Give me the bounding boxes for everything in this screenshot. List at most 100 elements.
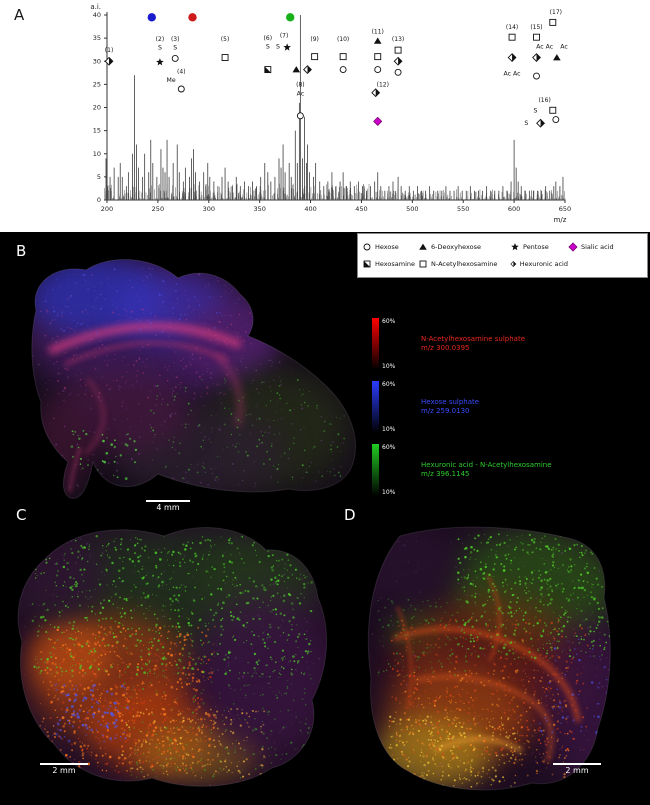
y-tick-label: 30 — [93, 57, 101, 65]
diamond-icon — [510, 260, 517, 267]
legend-item-6-deoxyhexose: 6-Deoxyhexose — [418, 242, 510, 252]
substituent-label: Ac Ac — [536, 43, 554, 50]
legend-label: Hexuronic acid — [519, 259, 568, 268]
colorbar-gradient — [372, 318, 379, 370]
substituent-label: Ac — [297, 91, 305, 98]
colorbar-max-label: 60% — [382, 318, 396, 325]
colorbar-3: 60% 10% Hexuronic acid - N-Acetylhexosamin… — [372, 444, 646, 496]
speckle-layer — [395, 667, 570, 779]
scale-bar-label: 2 mm — [52, 766, 76, 775]
sialic-acid-diamond-marker — [373, 116, 383, 126]
hexose-circle-marker — [394, 68, 402, 76]
legend-label: Sialic acid — [581, 243, 614, 252]
speckle-layer — [44, 265, 223, 335]
n-acetylhexosamine-square-marker — [533, 33, 540, 41]
star-icon — [511, 243, 519, 251]
x-axis-label: m/z — [554, 216, 567, 224]
intensity-colorbars: 60% 10% N-Acetylhexosamine sulphate m/z 300… — [372, 318, 646, 507]
hexose-circle-marker — [552, 116, 560, 123]
speckle-layer — [44, 308, 253, 399]
peak-number-label: (4) — [177, 68, 186, 75]
tissue-image-b — [31, 259, 356, 499]
scale-bar-label: 4 mm — [156, 503, 180, 512]
ion-assignment-label: Hexuronic acid - N-Acetylhexosamine m/z 3… — [421, 461, 552, 479]
speckle-layer — [49, 637, 216, 774]
speckle-layer — [386, 715, 522, 788]
scale-bar-b: 4 mm — [146, 500, 190, 512]
y-tick-label: 35 — [93, 34, 101, 42]
ion-assignment-label: N-Acetylhexosamine sulphate m/z 300.0395 — [421, 335, 525, 353]
peak-number-label: (14) — [506, 24, 518, 31]
hexose-circle-marker — [374, 66, 382, 74]
colorbar-2: 60% 10% Hexose sulphate m/z 259.0130 — [372, 381, 646, 433]
y-axis-label: a.i. — [90, 3, 101, 11]
x-tick-label: 450 — [355, 205, 367, 213]
scale-bar-c: 2 mm — [40, 763, 88, 775]
tissue-image-d — [367, 526, 611, 791]
legend-label: Hexosamine — [375, 259, 416, 268]
colorbar-max-label: 60% — [382, 381, 396, 388]
colorbar-max-label: 60% — [382, 444, 396, 451]
y-tick-label: 15 — [93, 127, 101, 135]
colorbar-min-label: 10% — [382, 426, 396, 433]
speckle-layer — [538, 638, 611, 735]
ion-mz: m/z 396.1145 — [421, 470, 470, 478]
n-acetylhexosamine-square-marker — [374, 53, 382, 61]
n-acetylhexosamine-square-marker — [549, 106, 557, 114]
speckle-layer — [377, 598, 468, 679]
legend-item-n-acetylhexosamine: N-Acetylhexosamine — [418, 259, 510, 269]
legend-label: 6-Deoxyhexose — [431, 243, 481, 252]
speckle-layer — [121, 707, 266, 779]
speckle-layer — [31, 534, 313, 677]
peak-number-label: (1) — [105, 47, 114, 54]
peak-number-label: (11) — [372, 29, 384, 36]
substituent-label: S — [524, 120, 528, 127]
y-tick-label: 25 — [93, 80, 101, 88]
colorbar-min-label: 10% — [382, 489, 396, 496]
deoxyhexose-triangle-marker — [292, 66, 301, 73]
hexose-circle-marker — [296, 112, 304, 120]
x-tick-label: 200 — [101, 205, 113, 213]
hexuronic-acid-diamond-marker — [512, 53, 516, 62]
substituent-label: Ac Ac — [504, 70, 522, 77]
tissue-section — [31, 259, 356, 499]
speckle-layer — [121, 667, 313, 779]
sialic-acid-diamond-marker — [568, 242, 578, 252]
hexuronic-acid-diamond-marker — [536, 53, 541, 62]
ion-name: Hexuronic acid - N-Acetylhexosamine — [421, 460, 552, 469]
hexose-circle-marker — [171, 55, 179, 62]
glycan-symbol-legend: Hexose 6-Deoxyhexose Pentose Sialic acid Hex… — [357, 233, 648, 278]
scale-bar-line — [553, 763, 601, 765]
panel-a-spectrum: A 0 5 10 15 20 25 30 35 40 200 250 300 350 400 450 500 5… — [0, 0, 650, 232]
deoxyhexose-triangle-marker — [553, 54, 561, 61]
n-acetylhexosamine-square-marker — [311, 53, 319, 61]
peak-number-label: (10) — [337, 36, 349, 43]
pentose-star-marker — [156, 58, 164, 66]
circle-icon — [363, 243, 371, 251]
scale-bar-line — [40, 763, 88, 765]
legend-item-hexosamine: Hexosamine — [362, 259, 418, 269]
colorbar-ticks: 60% 10% — [382, 381, 400, 433]
mass-spectrum-chart: 0 5 10 15 20 25 30 35 40 200 250 300 350 400 450 500 550… — [90, 3, 571, 224]
marked-peak-circle-marker — [147, 13, 156, 22]
panel-label-d: D — [344, 506, 356, 524]
x-tick-label: 500 — [406, 205, 418, 213]
n-acetylhexosamine-square-marker — [419, 260, 427, 268]
hexuronic-acid-diamond-marker — [398, 57, 402, 66]
marked-peak-circle-marker — [188, 13, 197, 22]
colorbar-ticks: 60% 10% — [382, 444, 400, 496]
colorbar-gradient — [372, 381, 379, 433]
hexose-circle-marker — [339, 66, 347, 74]
peak-number-label: (3) — [171, 36, 180, 43]
substituent-label: S — [158, 44, 162, 51]
hexuronic-acid-diamond-marker — [513, 261, 516, 267]
y-tick-label: 5 — [97, 173, 101, 181]
legend-item-sialic-acid: Sialic acid — [568, 242, 640, 252]
x-tick-label: 650 — [559, 205, 571, 213]
panel-label-b: B — [16, 242, 27, 260]
substituent-label: Me — [167, 77, 176, 84]
y-tick-label: 0 — [97, 196, 101, 204]
peak-number-label: (17) — [550, 9, 562, 16]
peak-number-label: (5) — [221, 36, 230, 43]
